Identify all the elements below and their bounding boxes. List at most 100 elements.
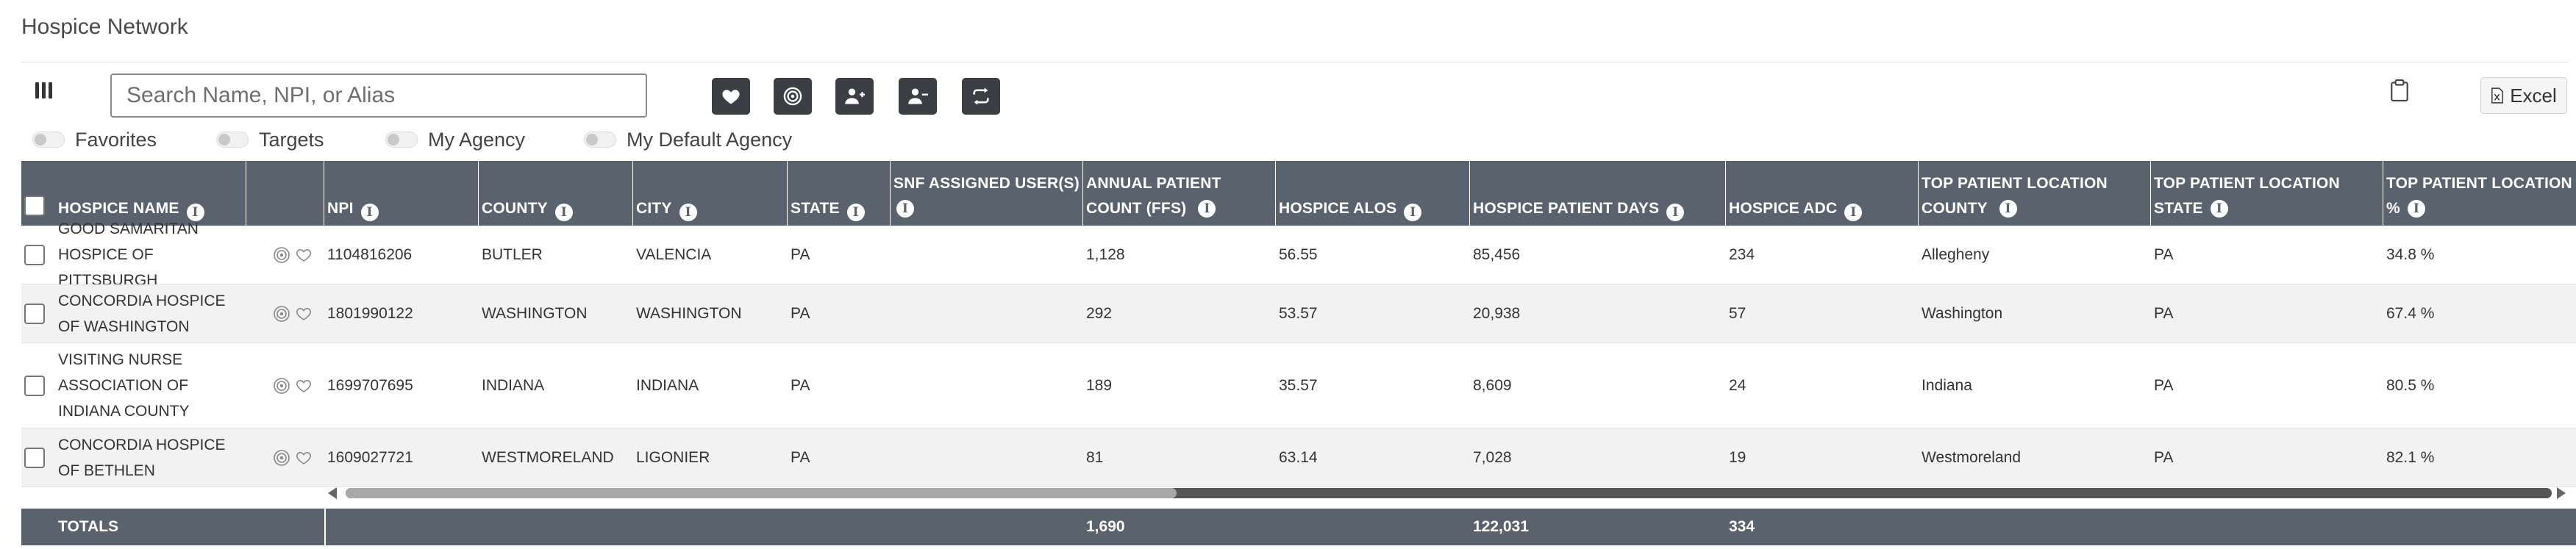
tpl-state-cell: PA: [2154, 305, 2174, 322]
target-icon: [783, 87, 802, 106]
row-checkbox[interactable]: [24, 303, 45, 324]
alos-cell: 53.57: [1279, 305, 1318, 322]
info-icon[interactable]: i: [2407, 200, 2425, 218]
header-label: STATE: [791, 200, 840, 217]
totals-adc: 334: [1729, 518, 1755, 535]
header-top-patient-location-county[interactable]: TOP PATIENT LOCATION COUNTY i: [1919, 161, 2151, 226]
header-hospice-adc[interactable]: HOSPICE ADC i: [1726, 161, 1919, 226]
favorites-label: Favorites: [75, 128, 157, 151]
header-top-patient-location-pct[interactable]: TOP PATIENT LOCATION % i: [2383, 161, 2576, 226]
target-icon[interactable]: [273, 246, 290, 264]
scroll-right-icon[interactable]: [2557, 487, 2566, 499]
header-top-patient-location-state[interactable]: TOP PATIENT LOCATION STATE i: [2151, 161, 2383, 226]
header-npi[interactable]: NPI i: [324, 161, 479, 226]
filter-my-agency[interactable]: My Agency: [385, 129, 584, 151]
my-default-agency-switch[interactable]: [584, 132, 616, 148]
snf-cell: [891, 226, 1083, 284]
tpl-county-cell: Indiana: [1922, 377, 1972, 394]
county-cell: INDIANA: [482, 377, 545, 394]
header-county[interactable]: COUNTY i: [479, 161, 633, 226]
npi-cell: 1609027721: [327, 449, 413, 466]
favorites-switch[interactable]: [32, 132, 65, 148]
header-label: HOSPICE ALOS: [1279, 200, 1397, 217]
npi-cell: 1801990122: [327, 305, 413, 322]
header-actions: [246, 161, 324, 226]
info-icon[interactable]: i: [1666, 204, 1685, 221]
row-name-cell: CONCORDIA HOSPICE OF BETHLEN: [21, 428, 246, 487]
column-toggle-icon[interactable]: [35, 82, 56, 104]
filter-my-default-agency[interactable]: My Default Agency: [584, 129, 834, 151]
table-row[interactable]: VISITING NURSE ASSOCIATION OF INDIANA CO…: [21, 343, 2576, 428]
tpl-state-cell: PA: [2154, 246, 2174, 263]
hospice-name[interactable]: CONCORDIA HOSPICE OF BETHLEN: [58, 436, 226, 479]
select-all-checkbox[interactable]: [24, 195, 45, 216]
header-state[interactable]: STATE i: [788, 161, 891, 226]
heart-icon[interactable]: [295, 305, 313, 323]
heart-icon: [722, 90, 740, 104]
hospice-name[interactable]: VISITING NURSE ASSOCIATION OF INDIANA CO…: [58, 351, 190, 420]
header-annual-patient-count[interactable]: ANNUAL PATIENT COUNT (FFS) i: [1083, 161, 1276, 226]
county-cell: BUTLER: [482, 246, 543, 263]
info-icon[interactable]: i: [360, 204, 379, 221]
header-hospice-patient-days[interactable]: HOSPICE PATIENT DAYS i: [1470, 161, 1726, 226]
snf-cell: [891, 343, 1083, 428]
heart-icon[interactable]: [295, 449, 313, 467]
search-input[interactable]: [110, 73, 647, 118]
city-cell: VALENCIA: [636, 246, 712, 263]
horizontal-scrollbar[interactable]: [324, 484, 2576, 504]
info-icon[interactable]: i: [2210, 200, 2228, 218]
user-minus-icon: [908, 88, 928, 104]
info-icon[interactable]: i: [1999, 200, 2017, 218]
clipboard-button[interactable]: [2390, 79, 2412, 106]
heart-icon[interactable]: [295, 377, 313, 395]
row-checkbox[interactable]: [24, 375, 45, 396]
info-icon[interactable]: i: [186, 204, 204, 221]
tpl-county-cell: Westmoreland: [1922, 449, 2022, 466]
user-plus-icon: [845, 88, 865, 104]
adc-cell: 19: [1729, 449, 1747, 466]
npi-cell: 1699707695: [327, 377, 413, 394]
excel-export-button[interactable]: Excel: [2480, 77, 2567, 114]
tpl-county-cell: Washington: [1922, 305, 2003, 322]
table-row[interactable]: CONCORDIA HOSPICE OF BETHLEN 1609027721 …: [21, 428, 2576, 487]
patient-days-cell: 8,609: [1473, 377, 1512, 394]
target-icon[interactable]: [273, 449, 290, 467]
favorite-button[interactable]: [712, 78, 750, 115]
info-icon[interactable]: i: [679, 204, 697, 221]
table-row[interactable]: GOOD SAMARITAN HOSPICE OF PITTSBURGH 110…: [21, 220, 2576, 289]
row-checkbox[interactable]: [24, 447, 45, 468]
info-icon[interactable]: i: [896, 200, 914, 218]
row-checkbox[interactable]: [24, 244, 45, 265]
header-label: SNF ASSIGNED USER(S): [893, 175, 1080, 192]
page-title: Hospice Network: [21, 15, 188, 39]
header-city[interactable]: CITY i: [633, 161, 788, 226]
header-hospice-name[interactable]: HOSPICE NAME i: [21, 161, 246, 226]
targets-switch[interactable]: [216, 132, 249, 148]
info-icon[interactable]: i: [554, 204, 573, 221]
header-snf-assigned-users[interactable]: SNF ASSIGNED USER(S) i: [891, 161, 1083, 226]
state-cell: PA: [791, 246, 810, 263]
info-icon[interactable]: i: [1198, 200, 1216, 218]
header-hospice-alos[interactable]: HOSPICE ALOS i: [1276, 161, 1470, 226]
scroll-thumb[interactable]: [346, 488, 1177, 498]
my-agency-switch[interactable]: [385, 132, 418, 148]
filter-targets[interactable]: Targets: [216, 129, 385, 151]
hospice-name[interactable]: CONCORDIA HOSPICE OF WASHINGTON: [58, 292, 226, 335]
table-header: HOSPICE NAME i NPI i COUNTY i CITY i STATE i …: [21, 161, 2576, 226]
target-icon[interactable]: [273, 305, 290, 323]
refresh-button[interactable]: [962, 78, 1000, 115]
targets-label: Targets: [259, 128, 324, 151]
add-user-button[interactable]: [835, 78, 874, 115]
info-icon[interactable]: i: [846, 204, 865, 221]
scroll-left-icon[interactable]: [328, 487, 337, 499]
target-button[interactable]: [774, 78, 812, 115]
heart-icon[interactable]: [295, 246, 313, 264]
info-icon[interactable]: i: [1844, 204, 1863, 221]
hospice-name[interactable]: GOOD SAMARITAN HOSPICE OF PITTSBURGH: [58, 220, 199, 289]
table-row[interactable]: CONCORDIA HOSPICE OF WASHINGTON 18019901…: [21, 284, 2576, 343]
remove-user-button[interactable]: [899, 78, 937, 115]
filter-favorites[interactable]: Favorites: [32, 129, 216, 151]
target-icon[interactable]: [273, 377, 290, 395]
info-icon[interactable]: i: [1404, 204, 1422, 221]
city-cell: WASHINGTON: [636, 305, 742, 322]
